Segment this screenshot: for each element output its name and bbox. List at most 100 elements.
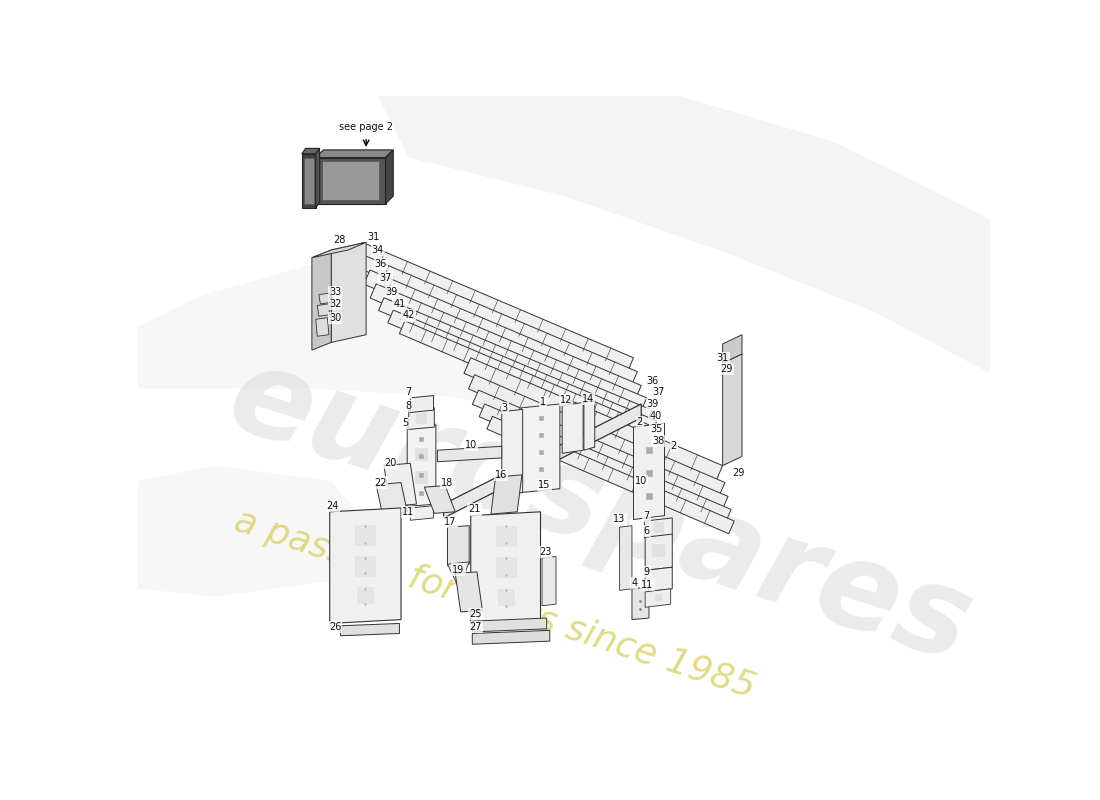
Text: eurospares: eurospares: [214, 337, 986, 687]
Text: 3: 3: [502, 403, 508, 413]
Text: 4: 4: [631, 578, 637, 588]
Polygon shape: [542, 557, 556, 606]
Text: 29: 29: [720, 364, 733, 374]
Text: 11: 11: [641, 580, 653, 590]
Polygon shape: [562, 402, 583, 454]
Polygon shape: [356, 242, 634, 370]
Text: 32: 32: [329, 299, 341, 309]
Polygon shape: [301, 154, 316, 208]
Text: 24: 24: [327, 501, 339, 510]
Polygon shape: [438, 446, 502, 462]
Polygon shape: [425, 486, 455, 514]
Text: 36: 36: [375, 259, 387, 269]
Polygon shape: [472, 618, 547, 632]
Polygon shape: [384, 463, 417, 506]
Polygon shape: [645, 567, 672, 592]
Polygon shape: [634, 423, 664, 519]
Polygon shape: [723, 354, 743, 466]
Text: 2: 2: [637, 417, 642, 426]
Text: 20: 20: [384, 458, 396, 467]
Text: 18: 18: [441, 478, 453, 488]
Polygon shape: [619, 526, 631, 590]
Text: 14: 14: [582, 394, 594, 404]
Text: 7: 7: [644, 510, 650, 521]
Polygon shape: [376, 482, 407, 514]
Polygon shape: [316, 158, 385, 204]
Polygon shape: [443, 404, 641, 518]
Polygon shape: [385, 150, 394, 204]
Polygon shape: [304, 158, 315, 204]
Polygon shape: [138, 466, 370, 597]
Polygon shape: [471, 512, 540, 623]
Text: 5: 5: [403, 418, 409, 428]
Text: 11: 11: [402, 507, 414, 517]
Text: 26: 26: [329, 622, 341, 632]
Text: 34: 34: [372, 245, 384, 255]
Polygon shape: [312, 242, 366, 258]
Text: 31: 31: [367, 232, 380, 242]
Polygon shape: [317, 304, 330, 316]
Polygon shape: [645, 534, 672, 570]
Polygon shape: [341, 623, 399, 636]
Text: 15: 15: [538, 480, 551, 490]
Polygon shape: [388, 310, 657, 434]
Polygon shape: [469, 374, 725, 497]
Text: 41: 41: [394, 299, 406, 309]
Polygon shape: [464, 358, 723, 481]
Polygon shape: [399, 321, 661, 443]
Polygon shape: [316, 318, 329, 336]
Polygon shape: [455, 572, 483, 612]
Polygon shape: [448, 526, 470, 566]
Text: 12: 12: [560, 395, 572, 405]
Text: 7: 7: [405, 387, 411, 398]
Text: 19: 19: [452, 565, 464, 574]
Text: 35: 35: [650, 424, 663, 434]
Polygon shape: [487, 416, 735, 534]
Polygon shape: [502, 410, 522, 495]
Polygon shape: [723, 334, 743, 363]
Polygon shape: [331, 242, 366, 342]
Polygon shape: [491, 475, 521, 514]
Text: 10: 10: [635, 476, 648, 486]
Text: a passion for parts since 1985: a passion for parts since 1985: [231, 504, 760, 705]
Polygon shape: [377, 96, 990, 373]
Polygon shape: [312, 250, 331, 350]
Text: 36: 36: [647, 376, 659, 386]
Polygon shape: [410, 506, 433, 520]
Polygon shape: [448, 562, 470, 589]
Text: 28: 28: [333, 235, 345, 245]
Text: 16: 16: [495, 470, 507, 480]
Text: 39: 39: [647, 399, 659, 409]
Text: 29: 29: [732, 468, 745, 478]
Text: 39: 39: [386, 286, 398, 297]
Polygon shape: [364, 270, 641, 400]
Polygon shape: [631, 587, 649, 619]
Text: 27: 27: [470, 622, 482, 632]
Polygon shape: [410, 395, 433, 413]
Polygon shape: [407, 425, 436, 506]
Text: 1: 1: [540, 397, 546, 406]
Text: 23: 23: [539, 547, 551, 557]
Polygon shape: [472, 630, 550, 644]
Text: 6: 6: [644, 526, 650, 536]
Text: 37: 37: [652, 387, 664, 398]
Polygon shape: [584, 401, 595, 450]
Polygon shape: [645, 589, 671, 607]
Text: 25: 25: [470, 610, 482, 619]
Text: 31: 31: [716, 353, 728, 363]
Text: 38: 38: [652, 436, 664, 446]
Text: see page 2: see page 2: [339, 122, 393, 132]
Polygon shape: [361, 256, 637, 384]
Text: 21: 21: [469, 505, 481, 514]
Text: 42: 42: [403, 310, 415, 321]
Polygon shape: [316, 148, 320, 208]
Polygon shape: [370, 284, 647, 412]
Text: 17: 17: [444, 517, 456, 527]
Text: 40: 40: [649, 410, 661, 421]
Polygon shape: [521, 404, 560, 493]
Text: 37: 37: [379, 274, 392, 283]
Text: 2: 2: [671, 442, 676, 451]
Polygon shape: [316, 150, 394, 158]
Text: 30: 30: [329, 313, 341, 322]
Polygon shape: [480, 404, 732, 522]
